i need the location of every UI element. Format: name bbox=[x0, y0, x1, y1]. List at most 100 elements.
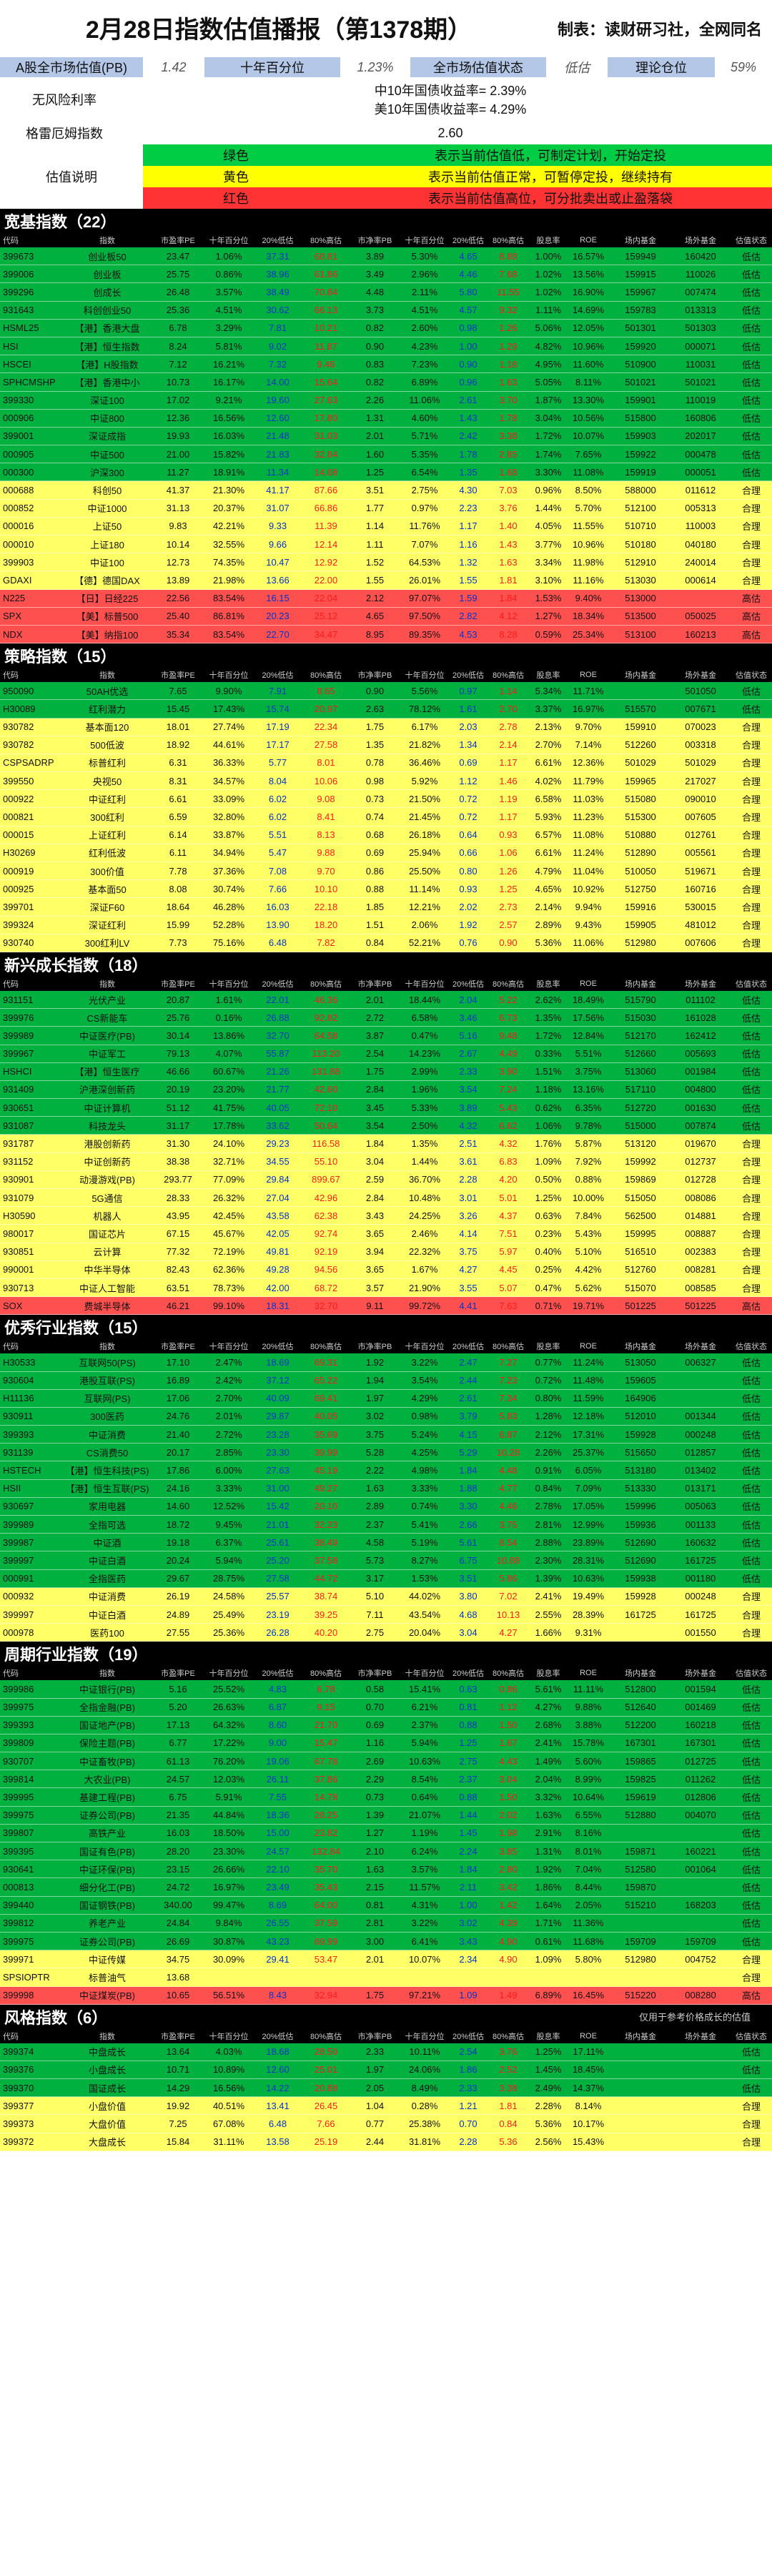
table-cell: 8.69 bbox=[268, 1900, 287, 1911]
table-cell: 513060 bbox=[625, 1066, 656, 1077]
table-cell: HSCEI bbox=[3, 358, 31, 370]
table-cell: 4.48 bbox=[499, 1465, 518, 1476]
table-cell: 1.17 bbox=[499, 811, 518, 823]
table-cell: 5.56% bbox=[411, 685, 438, 696]
column-header-row: 代码 指数 市盈率PE 十年百分位 20%低估 80%高估 市净率PB 十年百分位 20%低估 8… bbox=[0, 1339, 772, 1354]
table-row: H30590 机器人 43.95 42.45% 43.58 62.38 3.43 24.25%… bbox=[0, 1207, 772, 1225]
table-cell: 515030 bbox=[625, 1012, 656, 1023]
table-row: 000821 300红利 6.59 32.80% 6.02 8.41 0.74 21.45% 0… bbox=[0, 808, 772, 826]
table-cell: 37.31 bbox=[266, 250, 290, 262]
table-cell: 15.74 bbox=[266, 703, 290, 714]
table-cell: 合理 bbox=[741, 1954, 761, 1965]
table-cell: 515080 bbox=[625, 793, 656, 804]
table-cell: 11.08% bbox=[573, 466, 604, 478]
table-cell: 399807 bbox=[3, 1827, 34, 1839]
table-cell: 9.45% bbox=[215, 1519, 242, 1530]
table-cell: 1.44% bbox=[535, 503, 562, 514]
table-cell: 4.20 bbox=[499, 1174, 518, 1185]
table-cell: 13.64 bbox=[166, 2046, 190, 2058]
table-cell: 4.37 bbox=[499, 1210, 518, 1221]
table-cell: 1.09% bbox=[535, 1953, 562, 1965]
position-label: 理论仓位 bbox=[608, 57, 715, 77]
table-cell: 21.00 bbox=[166, 448, 190, 460]
table-cell: 501301 bbox=[625, 322, 656, 334]
table-cell: 2.80 bbox=[499, 1863, 518, 1875]
table-cell: 4.82% bbox=[535, 340, 562, 352]
table-row: 399377 小盘价值 19.92 40.51% 13.41 26.45 1.04 0.28%… bbox=[0, 2097, 772, 2116]
table-cell: 013171 bbox=[685, 1483, 716, 1494]
column-header: 80%高估 bbox=[492, 1669, 525, 1679]
table-cell: 43.54% bbox=[408, 1609, 441, 1620]
table-cell: 399296 bbox=[3, 286, 34, 297]
table-cell: 399373 bbox=[3, 2118, 34, 2130]
table-cell: 3.04 bbox=[459, 1627, 477, 1638]
table-cell: 26.63% bbox=[212, 1702, 245, 1713]
table-cell: 5.92% bbox=[411, 775, 438, 786]
table-cell: 4.29% bbox=[411, 1393, 438, 1404]
table-cell: 18.45% bbox=[572, 2064, 605, 2076]
table-cell: 1.46 bbox=[499, 775, 518, 786]
table-cell: 4.02% bbox=[535, 775, 562, 786]
table-cell: 低估 bbox=[741, 1684, 761, 1695]
table-cell: 30.87% bbox=[212, 1935, 245, 1947]
table-row: 931087 科技龙头 31.17 17.78% 33.62 50.64 3.54 2.50%… bbox=[0, 1117, 772, 1135]
table-cell: 合理 bbox=[741, 866, 761, 877]
table-cell: 2.49% bbox=[535, 2082, 562, 2093]
table-cell: 2.88% bbox=[535, 1536, 562, 1548]
table-cell: 30.14 bbox=[166, 1030, 190, 1041]
table-row: SOX 费城半导体 46.21 99.10% 18.31 32.70 9.11 99.72% 4… bbox=[0, 1297, 772, 1316]
table-cell: 11.23% bbox=[573, 811, 604, 823]
table-cell: 399370 bbox=[3, 2082, 34, 2093]
table-cell: 5.01 bbox=[499, 1192, 518, 1203]
table-row: 399997 中证白酒 20.24 5.94% 25.20 37.58 5.73 8.27% 6… bbox=[0, 1551, 772, 1570]
table-cell: 5.71% bbox=[411, 430, 438, 442]
page-title: 2月28日指数估值播报（第1378期） bbox=[85, 16, 472, 44]
table-cell: 22.32% bbox=[408, 1246, 441, 1258]
table-cell: 1.35 bbox=[459, 466, 477, 478]
table-cell: 1.92 bbox=[459, 919, 477, 931]
table-cell: 低估 bbox=[741, 1466, 761, 1477]
table-cell: 512750 bbox=[625, 883, 656, 894]
table-row: 399987 中证酒 19.18 6.37% 25.61 38.49 4.58 5.19% 5.… bbox=[0, 1534, 772, 1552]
table-cell: 低估 bbox=[741, 1447, 761, 1459]
table-row: 399971 中证传媒 34.75 30.09% 29.41 53.47 2.01 10.07… bbox=[0, 1950, 772, 1969]
table-cell: 24.25% bbox=[408, 1210, 441, 1221]
table-cell: 43.95 bbox=[166, 1210, 190, 1221]
table-cell: 5.10 bbox=[365, 1591, 385, 1602]
table-cell: 标普油气 bbox=[88, 1972, 126, 1983]
table-cell: 15.99 bbox=[166, 919, 190, 931]
table-cell: 159870 bbox=[625, 1881, 656, 1892]
table-cell: 4.39 bbox=[499, 1918, 518, 1929]
table-cell: 互联网(PS) bbox=[84, 1393, 131, 1405]
table-cell: 15.42 bbox=[266, 1501, 290, 1512]
column-header: 20%低估 bbox=[262, 1669, 294, 1679]
table-cell: 10.13 bbox=[496, 1609, 520, 1620]
table-cell: 159967 bbox=[625, 286, 656, 297]
column-header: 20%低估 bbox=[262, 979, 294, 989]
table-row: 930641 中证环保(PB) 23.15 26.66% 22.10 35.70 1.63 3… bbox=[0, 1860, 772, 1879]
table-cell: 低估 bbox=[741, 1120, 761, 1132]
table-cell: 399812 bbox=[3, 1918, 34, 1929]
table-cell: 4.51% bbox=[215, 305, 242, 316]
table-cell: 92.74 bbox=[314, 1228, 338, 1239]
table-cell: 低估 bbox=[741, 1501, 761, 1513]
table-cell: 【美】纳指100 bbox=[76, 629, 139, 641]
table-cell: 3.75 bbox=[499, 1519, 518, 1530]
table-cell: 9.33 bbox=[268, 520, 287, 532]
table-cell: 159995 bbox=[625, 1228, 656, 1239]
table-row: 930782 基本面120 18.01 27.74% 17.19 22.34 1.75 6.1… bbox=[0, 718, 772, 736]
table-cell: HSTECH bbox=[3, 1465, 41, 1476]
table-cell: 75.16% bbox=[212, 937, 245, 949]
table-cell: 低估 bbox=[741, 341, 761, 352]
table-cell: 2.75% bbox=[411, 485, 438, 496]
table-cell: 3.29% bbox=[215, 322, 242, 334]
table-cell: 17.13 bbox=[166, 1719, 190, 1731]
table-cell: 3.76 bbox=[499, 503, 518, 514]
table-cell: 5.05% bbox=[535, 376, 562, 388]
table-cell: 512010 bbox=[625, 1411, 656, 1422]
table-cell: 21.35 bbox=[166, 1810, 190, 1821]
table-cell: 低估 bbox=[741, 1918, 761, 1930]
table-row: 399296 创成长 26.48 3.57% 38.49 70.84 4.48 2.11% 5.… bbox=[0, 283, 772, 302]
table-cell: 低估 bbox=[741, 431, 761, 443]
table-cell: 0.97% bbox=[411, 503, 438, 514]
